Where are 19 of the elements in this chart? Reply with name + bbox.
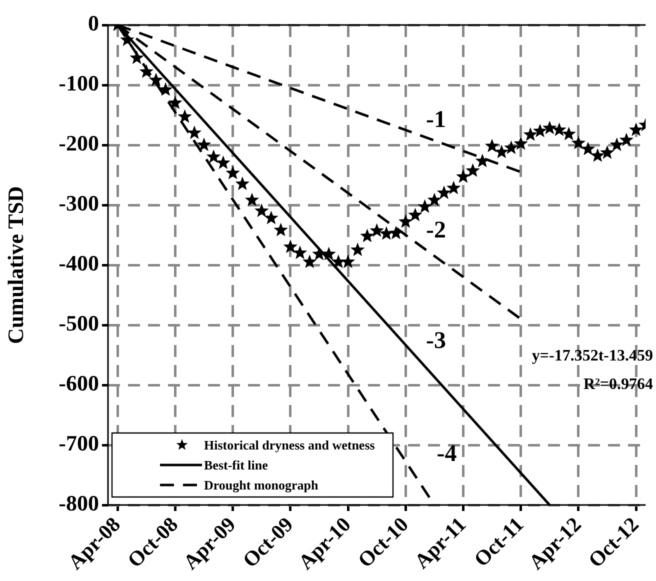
annotation: -4 [436, 440, 457, 467]
annotation: R²=0.9764 [584, 376, 653, 394]
legend-label: Drought monograph [204, 477, 320, 492]
y-tick-label: -400 [58, 250, 99, 276]
y-tick-label: -500 [58, 310, 99, 336]
y-tick-label: -600 [58, 370, 99, 396]
y-tick-label: 0 [88, 10, 99, 36]
y-tick-label: -800 [58, 490, 99, 516]
annotation: -1 [426, 107, 446, 134]
annotation: -2 [426, 218, 446, 244]
annotation: -3 [426, 328, 446, 354]
y-tick-label: -300 [58, 190, 99, 216]
legend-label: Historical dryness and wetness [204, 437, 375, 452]
y-axis-title: Cumulative TSD [2, 186, 28, 344]
y-tick-label: -200 [58, 130, 99, 156]
y-tick-label: -100 [58, 70, 99, 96]
annotation: y=-17.352t-13.459 [532, 347, 653, 364]
y-tick-label: -700 [58, 430, 99, 456]
legend-label: Best-fit line [204, 457, 268, 472]
